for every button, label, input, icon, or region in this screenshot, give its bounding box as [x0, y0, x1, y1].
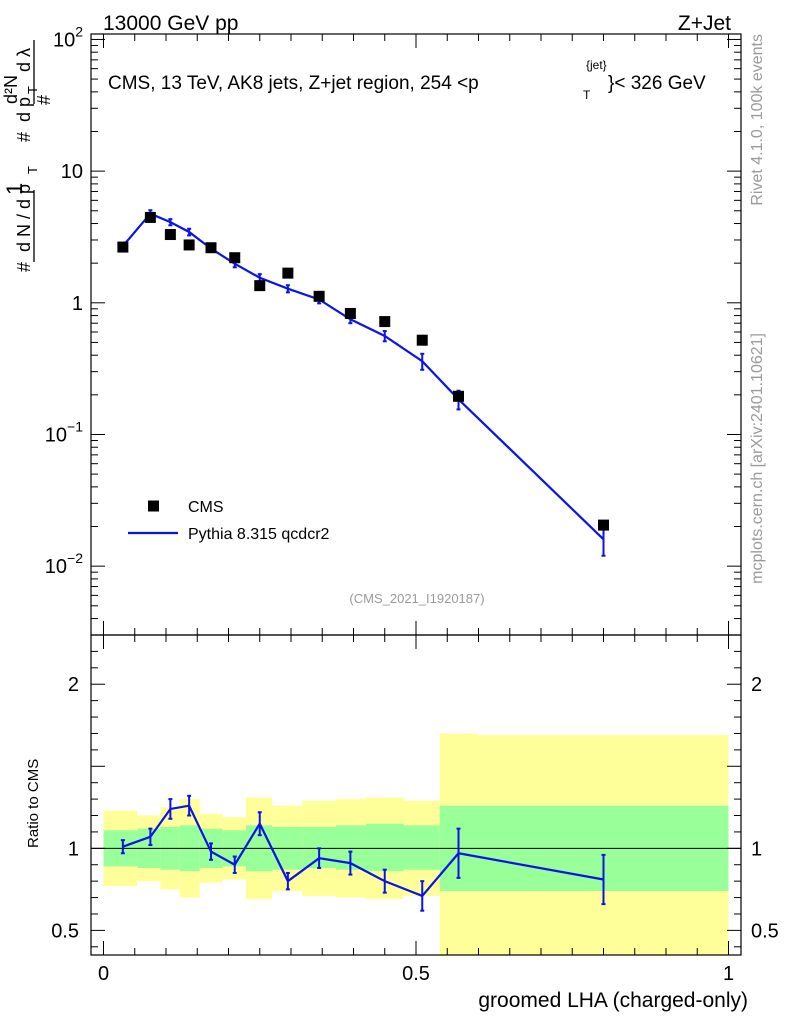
inner-band-bin — [366, 823, 404, 872]
inner-band-bin — [403, 825, 440, 870]
title-tail: }< 326 GeV — [608, 73, 706, 94]
ratio-ylabel: Ratio to CMS — [25, 759, 42, 848]
data-point — [183, 239, 195, 251]
data-point — [144, 211, 156, 223]
rivet-watermark: Rivet 4.1.0, 100k events — [749, 34, 766, 206]
legend-label: Pythia 8.315 qcdcr2 — [188, 526, 330, 543]
legend-label: CMS — [188, 499, 224, 516]
y-tick-label-main: 102 — [53, 23, 83, 51]
data-point — [164, 229, 176, 241]
ratio-line — [122, 804, 604, 898]
data-point — [344, 307, 356, 319]
x-axis-title: groomed LHA (charged-only) — [478, 989, 748, 1012]
svg-text:#: # — [34, 95, 54, 105]
data-point — [282, 267, 294, 279]
y-tick-label-ratio: 0.5 — [51, 920, 79, 942]
data-point — [117, 241, 129, 253]
data-point — [205, 242, 217, 254]
svg-text:d²N: d²N — [1, 75, 21, 104]
y-tick-label-main: 10−1 — [45, 418, 83, 446]
title-subscript: T — [583, 88, 591, 102]
main-ylabel: # d N / d p T # d p T d λ 1 # d²N — [1, 40, 54, 272]
x-tick-label: 0.5 — [402, 963, 430, 985]
data-point — [598, 519, 609, 531]
main-frame — [90, 33, 742, 636]
y-tick-label-ratio-right: 0.5 — [751, 920, 779, 942]
x-tick-label: 0 — [98, 963, 109, 985]
y-tick-label-ratio: 1 — [68, 838, 79, 860]
data-point — [254, 280, 266, 292]
plot-title: CMS, 13 TeV, AK8 jets, Z+jet region, 254… — [108, 58, 706, 102]
y-tick-label-ratio-right: 2 — [751, 674, 762, 696]
data-point — [379, 316, 391, 328]
data-point — [229, 252, 241, 264]
process-label: Z+Jet — [678, 12, 731, 35]
data-point — [453, 390, 464, 402]
y-tick-label-main: 10 — [61, 161, 83, 183]
energy-label: 13000 GeV pp — [103, 12, 238, 35]
legend: CMS Pythia 8.315 qcdcr2 — [128, 499, 330, 543]
x-tick-label: 1 — [723, 963, 734, 985]
data-point — [416, 334, 428, 346]
mcplots-watermark: mcplots.cern.ch [arXiv:2401.10621] — [749, 333, 766, 584]
legend-marker-cms — [148, 500, 159, 512]
y-tick-label-main: 10−2 — [45, 550, 83, 578]
title-superscript: {jet} — [586, 58, 607, 72]
title-main: CMS, 13 TeV, AK8 jets, Z+jet region, 254… — [108, 73, 479, 94]
y-tick-label-ratio-right: 1 — [751, 838, 762, 860]
mc-line — [122, 212, 605, 541]
main-panel: 102 10 1 10−1 10−2 — [45, 23, 742, 636]
svg-text:# d N / d p T: # d N / d p T # d p T d λ — [14, 48, 41, 272]
data-point — [313, 290, 325, 302]
y-tick-label-main: 1 — [72, 293, 83, 315]
analysis-tag: (CMS_2021_I1920187) — [349, 591, 484, 606]
ratio-panel: 0 0.5 1 2 2 1 1 0.5 0.5 — [51, 634, 779, 985]
svg-text:1: 1 — [2, 183, 27, 195]
y-tick-label-ratio: 2 — [68, 674, 79, 696]
